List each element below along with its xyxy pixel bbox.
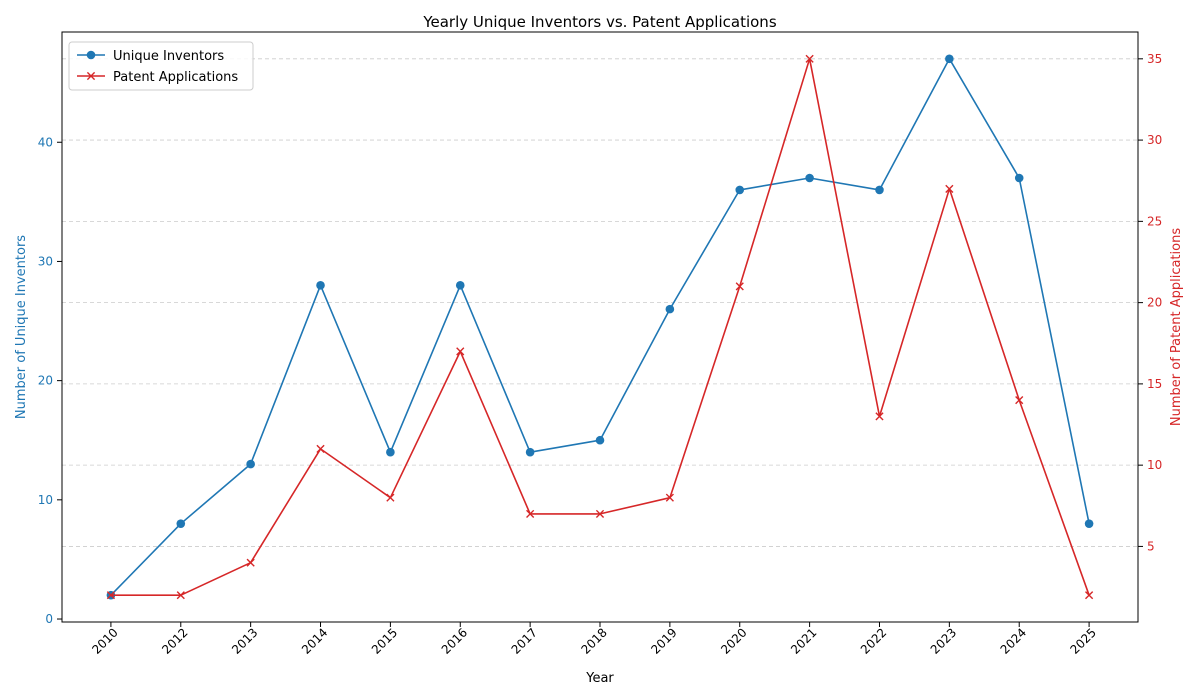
- data-point-patent-applications-2014: [316, 444, 325, 453]
- x-axis-label: Year: [585, 671, 614, 686]
- data-point-patent-applications-2010: [106, 591, 116, 600]
- data-point-unique-inventors-2022: [875, 185, 884, 195]
- y-axis-right-label: Number of Patent Applications: [1169, 228, 1184, 426]
- y-right-tick-label-30: 30: [1147, 133, 1162, 147]
- data-point-patent-applications-2024: [1015, 396, 1024, 405]
- y-right-tick-label-25: 25: [1147, 214, 1162, 228]
- x-marker-stroke: [875, 412, 884, 421]
- data-point-unique-inventors-2025: [1084, 519, 1094, 528]
- x-marker-stroke: [526, 509, 535, 519]
- data-point-patent-applications-2020: [735, 282, 744, 291]
- data-point-unique-inventors-2013: [246, 459, 255, 469]
- data-point-unique-inventors-2023: [945, 54, 954, 64]
- legend-entry-unique-inventors: Unique Inventors: [77, 49, 224, 64]
- data-point-patent-applications-2023: [945, 184, 954, 193]
- x-marker-stroke: [316, 444, 325, 453]
- legend-entry-patent-applications: Patent Applications: [77, 70, 238, 85]
- legend-label-patent-applications: Patent Applications: [113, 70, 238, 85]
- y-axis-left-label: Number of Unique Inventors: [14, 235, 29, 419]
- x-marker-stroke: [735, 282, 744, 291]
- x-marker-stroke: [456, 347, 465, 356]
- x-marker-stroke: [1015, 396, 1024, 405]
- data-point-patent-applications-2012: [176, 591, 185, 600]
- x-marker-stroke: [1084, 591, 1094, 600]
- legend-marker-unique-inventors: [86, 50, 96, 60]
- data-point-unique-inventors-2014: [316, 280, 325, 290]
- data-point-unique-inventors-2012: [176, 519, 186, 528]
- x-marker-stroke: [176, 591, 185, 600]
- data-point-unique-inventors-2019: [665, 304, 675, 314]
- y-right-tick-label-10: 10: [1147, 458, 1162, 472]
- data-point-unique-inventors-2016: [455, 280, 465, 290]
- y-right-tick-label-35: 35: [1147, 52, 1162, 66]
- x-marker-stroke: [106, 591, 116, 600]
- legend-label-unique-inventors: Unique Inventors: [113, 49, 224, 64]
- data-point-unique-inventors-2020: [735, 185, 745, 195]
- data-point-unique-inventors-2017: [525, 447, 535, 457]
- y-left-tick-label-0: 0: [45, 612, 53, 626]
- y-left-tick-label-10: 10: [38, 493, 53, 507]
- x-marker-stroke: [246, 558, 255, 567]
- legend: Unique Inventors Patent Applications: [68, 41, 254, 91]
- legend-marker-patent-applications: [86, 71, 96, 81]
- data-point-unique-inventors-2018: [595, 435, 605, 445]
- data-point-unique-inventors-2021: [805, 173, 814, 183]
- data-point-patent-applications-2022: [875, 412, 884, 421]
- y-right-tick-label-20: 20: [1147, 296, 1162, 310]
- y-left-tick-label-30: 30: [38, 254, 53, 268]
- data-point-patent-applications-2019: [665, 493, 674, 502]
- data-point-patent-applications-2015: [386, 493, 395, 502]
- data-point-patent-applications-2013: [246, 558, 255, 567]
- grid: [62, 58, 1138, 547]
- data-point-patent-applications-2017: [526, 509, 535, 519]
- series-layer: [106, 54, 1094, 600]
- y-left-tick-label-20: 20: [38, 374, 53, 388]
- x-marker-stroke: [945, 184, 954, 193]
- y-right-tick-label-5: 5: [1147, 539, 1155, 553]
- data-point-unique-inventors-2015: [386, 447, 395, 457]
- legend-box: [68, 41, 254, 91]
- data-point-patent-applications-2018: [595, 509, 605, 519]
- x-marker-stroke: [595, 509, 605, 519]
- data-point-unique-inventors-2024: [1014, 173, 1024, 183]
- chart-title: Yearly Unique Inventors vs. Patent Appli…: [422, 13, 776, 31]
- x-marker-stroke: [665, 493, 674, 502]
- x-marker-stroke: [805, 54, 814, 63]
- x-marker-stroke: [86, 71, 96, 81]
- data-point-patent-applications-2021: [805, 54, 814, 63]
- y-left-tick-label-40: 40: [38, 135, 53, 149]
- data-point-patent-applications-2025: [1084, 591, 1094, 600]
- y-right-tick-label-15: 15: [1147, 377, 1162, 391]
- data-point-patent-applications-2016: [456, 347, 465, 356]
- x-marker-stroke: [386, 493, 395, 502]
